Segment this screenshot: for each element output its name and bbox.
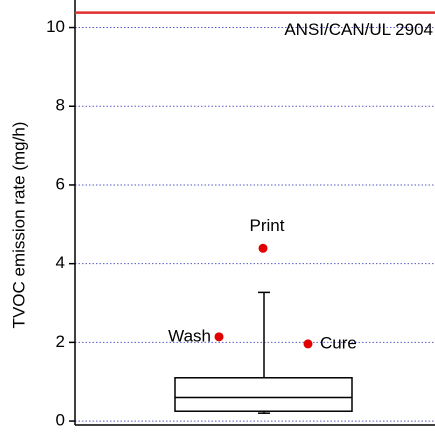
y-tick-label: 10 bbox=[46, 17, 65, 36]
outlier bbox=[214, 332, 224, 342]
y-tick-label: 8 bbox=[56, 96, 65, 115]
threshold-label: ANSI/CAN/UL 2904 bbox=[284, 20, 433, 39]
outlier bbox=[258, 243, 268, 253]
y-tick-label: 4 bbox=[56, 253, 65, 272]
y-tick-label: 0 bbox=[56, 411, 65, 429]
y-axis-label: TVOC emission rate (mg/h) bbox=[9, 122, 28, 329]
y-tick-label: 6 bbox=[56, 174, 65, 193]
outlier-label: Cure bbox=[320, 333, 357, 352]
outlier-label: Print bbox=[250, 216, 285, 235]
y-tick-label: 2 bbox=[56, 332, 65, 351]
box bbox=[174, 377, 353, 412]
outlier-label: Wash bbox=[168, 326, 211, 345]
outlier bbox=[303, 339, 313, 349]
